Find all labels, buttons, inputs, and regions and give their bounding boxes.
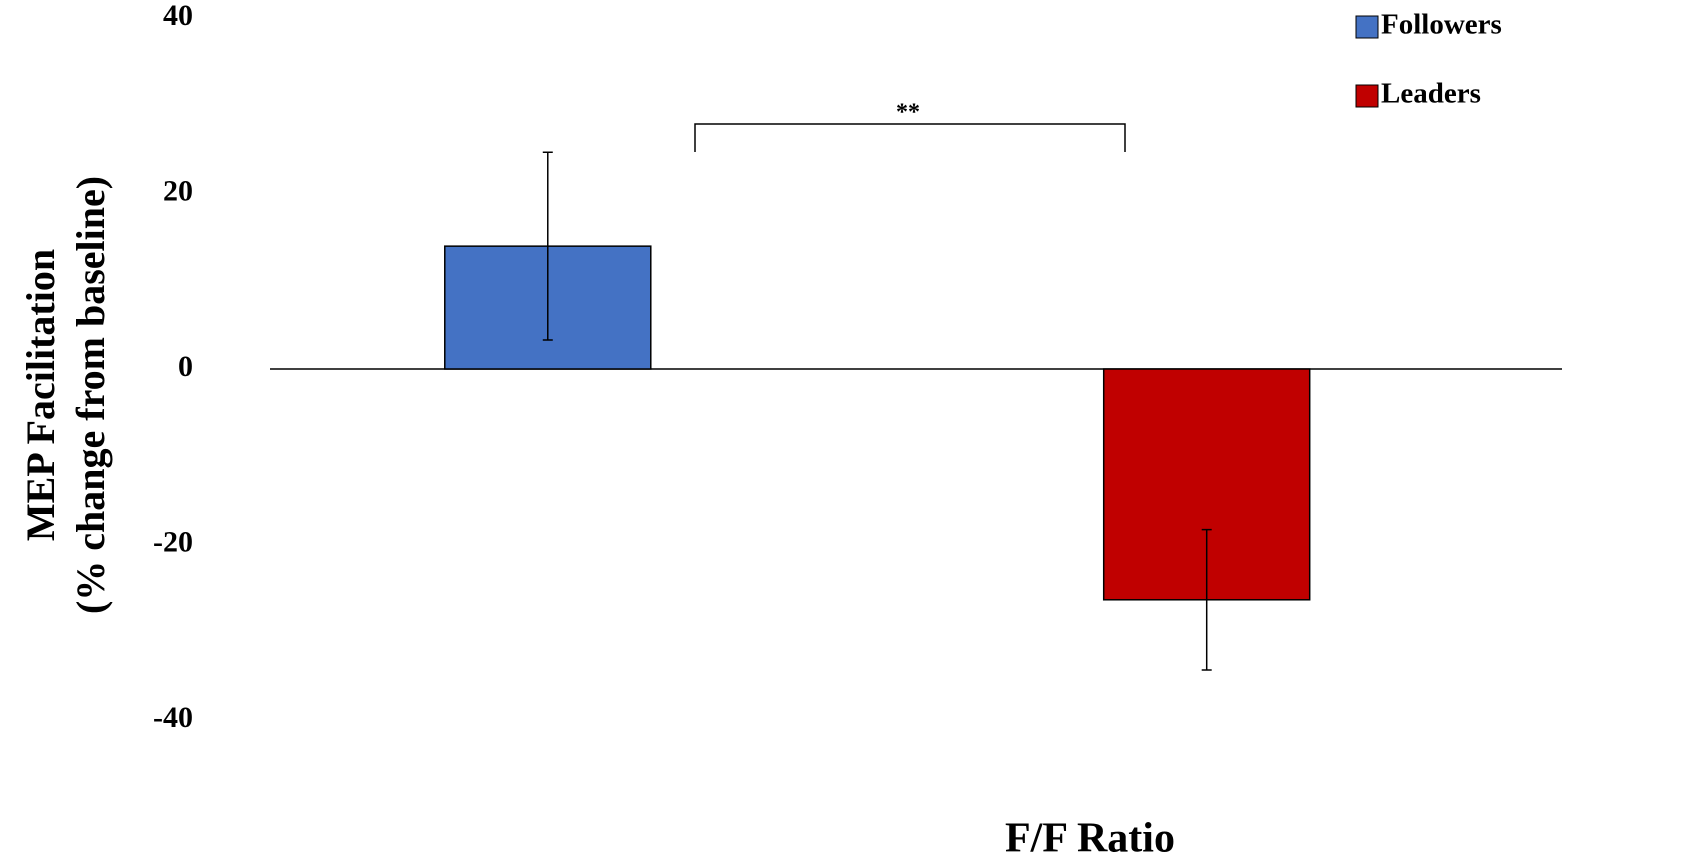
y-tick-label: 20 (163, 174, 193, 207)
error-bar (1201, 528, 1212, 671)
legend-label: Followers (1381, 9, 1502, 41)
significance-label: ** (896, 100, 920, 126)
legend-swatch (1355, 15, 1379, 39)
legend-swatch (1355, 84, 1379, 108)
y-axis-label: MEP Facilitation (% change from baseline… (18, 176, 113, 614)
y-axis-label-line: MEP Facilitation (18, 249, 63, 541)
y-tick-label: -40 (153, 701, 193, 734)
y-axis-label-line: (% change from baseline) (68, 176, 113, 614)
y-tick-label: 0 (178, 350, 193, 383)
y-tick-label: 40 (163, 0, 193, 32)
legend-label: Leaders (1381, 78, 1481, 110)
y-tick-label: -20 (153, 525, 193, 558)
significance-bracket (694, 123, 1126, 152)
error-bar (542, 151, 553, 341)
x-axis-label: F/F Ratio (1005, 816, 1175, 862)
